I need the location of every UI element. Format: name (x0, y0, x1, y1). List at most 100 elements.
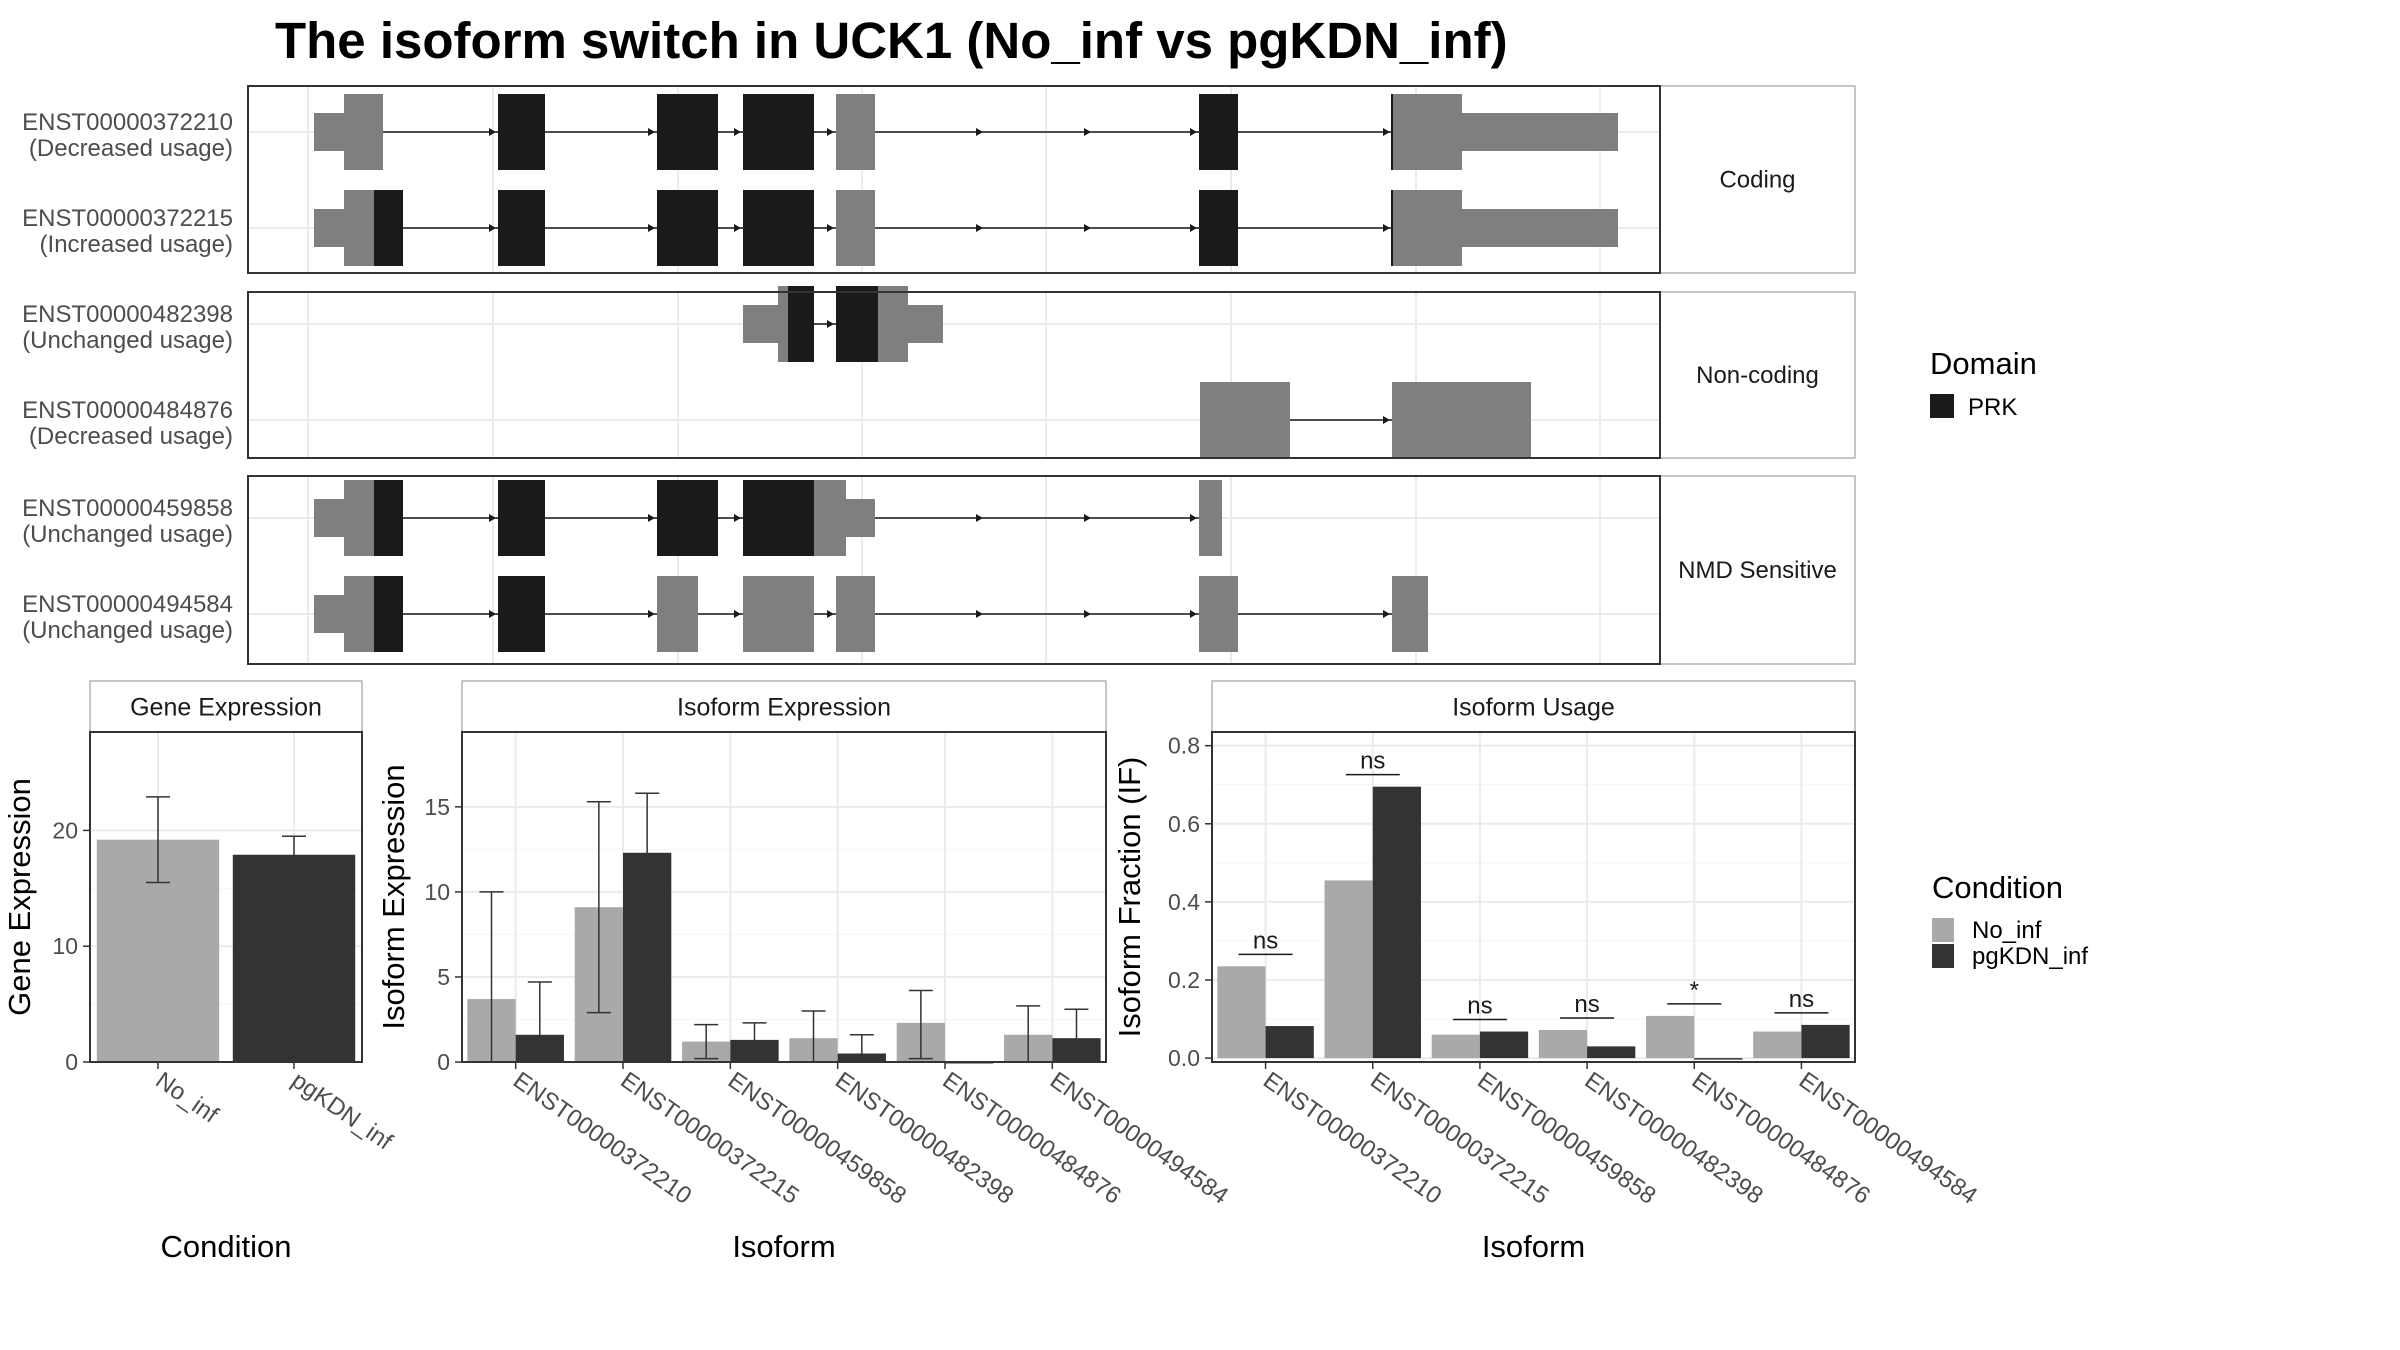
coding-exon (743, 576, 814, 652)
y-tick-label: 5 (437, 964, 450, 990)
domain-exon (743, 190, 814, 266)
domain-exon (374, 576, 403, 652)
plot-bg (1212, 732, 1855, 1062)
legend-item-label: pgKDN_inf (1972, 943, 2088, 970)
x-tick-label: ENST00000482398 (830, 1067, 1018, 1210)
coding-exon (1199, 480, 1222, 556)
strand-arrow (1190, 610, 1197, 618)
coding-exon (814, 480, 846, 556)
x-tick-label: ENST00000372215 (1365, 1067, 1553, 1210)
transcript-panel-border (247, 475, 1661, 665)
legend-swatch (1932, 918, 1954, 942)
transcript-id-label: ENST00000459858 (22, 495, 233, 522)
strand-arrow (734, 128, 741, 136)
x-tick-label: ENST00000484876 (938, 1067, 1126, 1210)
coding-exon (344, 190, 374, 266)
utr-exon (1462, 209, 1618, 247)
bar-ENST00000372210-No_inf (1217, 966, 1266, 1059)
domain-exon (743, 480, 814, 556)
domain-exon (657, 94, 718, 170)
utr-exon (314, 499, 344, 537)
coding-exon (657, 576, 668, 652)
y-tick-label: 0.6 (1168, 811, 1200, 837)
bar-ENST00000372215-pgKDN_inf (1372, 786, 1421, 1059)
transcript-id-label: ENST00000372210 (22, 109, 233, 136)
utr-exon (314, 595, 344, 633)
strand-arrow (1190, 128, 1197, 136)
bar-ENST00000459858-pgKDN_inf (1479, 1031, 1529, 1059)
chart-strip (461, 680, 1107, 733)
category-strip (1659, 475, 1856, 665)
bar-ENST00000484876-pgKDN_inf (1694, 1058, 1743, 1060)
chart-title: Isoform Usage (1452, 694, 1615, 722)
bar-ENST00000372210-pgKDN_inf (1265, 1026, 1314, 1059)
chart-title: Gene Expression (130, 694, 322, 722)
strand-arrow (734, 224, 741, 232)
strand-arrow (976, 128, 983, 136)
transcript-row-ENST00000372215 (314, 190, 1618, 266)
y-tick-label: 20 (52, 817, 78, 843)
strand-arrow (827, 224, 834, 232)
strand-arrow (1190, 514, 1197, 522)
transcript-structure-panel: Coding Non-coding NMD Sensitive ENST0000037… (22, 85, 1856, 665)
transcript-id-label: ENST00000482398 (22, 301, 233, 328)
strand-arrow (1084, 224, 1091, 232)
chart-strip (1211, 680, 1856, 733)
bar-ENST00000494584-No_inf (1753, 1031, 1802, 1059)
coding-exon (1199, 576, 1238, 652)
bar-pgKDN_inf-single (232, 854, 356, 1062)
strand-arrow (827, 610, 834, 618)
strand-arrow (648, 514, 655, 522)
y-tick-label: 0 (65, 1049, 78, 1075)
strand-arrow (489, 610, 496, 618)
significance-label: * (1690, 977, 1699, 1004)
category-label-non-coding: Non-coding (1696, 362, 1819, 389)
transcript-id-label: ENST00000372215 (22, 205, 233, 232)
legend-swatch (1930, 394, 1954, 418)
x-tick-label: ENST00000482398 (1580, 1067, 1768, 1210)
strand-arrow (648, 610, 655, 618)
coding-exon (344, 94, 383, 170)
legend-title: Domain (1930, 346, 2037, 381)
strand-arrow (827, 128, 834, 136)
y-tick-label: 0.4 (1168, 889, 1200, 915)
significance-label: ns (1467, 993, 1492, 1020)
domain-exon (788, 286, 814, 362)
bar-ENST00000372215-No_inf (1324, 880, 1373, 1059)
x-tick-label: ENST00000494584 (1045, 1067, 1233, 1210)
plot-border (1211, 731, 1856, 1063)
utr-exon (743, 305, 778, 343)
transcript-usage-label: (Unchanged usage) (22, 327, 233, 354)
bar-ENST00000459858-No_inf (1431, 1034, 1480, 1059)
coding-exon (1392, 382, 1531, 458)
y-axis-title: Isoform Expression (376, 764, 411, 1029)
legend-item-label: No_inf (1972, 917, 2042, 944)
x-tick-label: ENST00000372210 (1258, 1067, 1446, 1210)
strand-arrow (1383, 416, 1390, 424)
y-axis-title: Isoform Fraction (IF) (1112, 757, 1147, 1038)
x-tick-label: ENST00000459858 (723, 1067, 911, 1210)
strand-arrow (489, 128, 496, 136)
category-strip (1659, 85, 1856, 274)
plot-border (89, 731, 363, 1063)
significance-label: ns (1789, 986, 1814, 1013)
x-tick-label: ENST00000372210 (508, 1067, 696, 1210)
utr-exon (846, 499, 875, 537)
significance-label: ns (1574, 991, 1599, 1018)
plot-border (461, 731, 1107, 1063)
domain-exon (1199, 190, 1238, 266)
x-tick-label: ENST00000459858 (1472, 1067, 1660, 1210)
transcript-panel-border (247, 85, 1661, 274)
domain-exon (498, 190, 545, 266)
transcript-usage-label: (Unchanged usage) (22, 617, 233, 644)
strand-arrow (648, 128, 655, 136)
utr-exon (314, 113, 344, 151)
transcript-row-ENST00000494584 (314, 576, 1428, 652)
gene-expression-chart: Gene Expression 0 10 20 No_inf pgKDN_inf Condi… (2, 680, 397, 1264)
x-tick-label: ENST00000494584 (1794, 1067, 1982, 1210)
transcript-usage-label: (Decreased usage) (29, 423, 233, 450)
transcript-panel-border (247, 291, 1661, 459)
coding-exon (836, 94, 875, 170)
y-tick-label: 0.2 (1168, 967, 1200, 993)
domain-exon (374, 190, 403, 266)
